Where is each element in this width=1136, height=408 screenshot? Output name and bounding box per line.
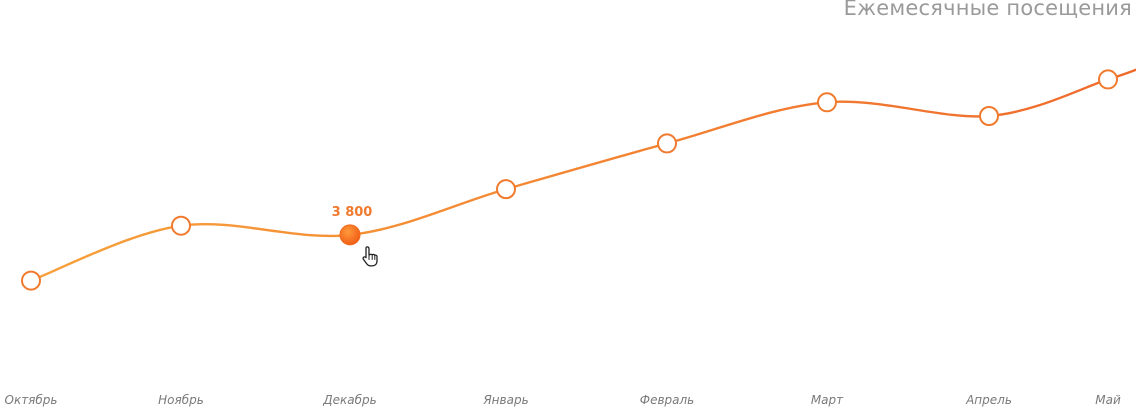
- series-line: [29, 68, 1136, 282]
- data-point[interactable]: [979, 106, 999, 126]
- data-point[interactable]: [657, 133, 677, 154]
- data-point[interactable]: [21, 270, 41, 291]
- chart-title: Ежемесячные посещения: [843, 0, 1132, 20]
- data-point[interactable]: [1098, 69, 1118, 90]
- data-label-highlighted: 3 800: [332, 205, 373, 220]
- hand-cursor-icon: [362, 246, 378, 267]
- x-tick-label: Январь: [482, 393, 528, 407]
- data-point-highlighted[interactable]: [339, 224, 361, 246]
- x-axis-ticks: Октябрь Ноябрь Декабрь Январь Февраль Март Апр…: [5, 393, 1121, 407]
- x-tick-label: Май: [1095, 393, 1121, 407]
- x-tick-label: Февраль: [640, 393, 695, 407]
- data-labels: 3 800: [332, 205, 373, 220]
- data-point[interactable]: [171, 215, 191, 236]
- data-point[interactable]: [817, 92, 837, 113]
- x-tick-label: Март: [811, 393, 844, 407]
- x-tick-label: Апрель: [965, 393, 1012, 407]
- data-point[interactable]: [496, 179, 516, 200]
- x-tick-label: Ноябрь: [158, 393, 204, 407]
- x-tick-label: Декабрь: [322, 393, 376, 407]
- data-points: [21, 69, 1118, 291]
- droplines: [30, 89, 1109, 378]
- x-tick-label: Октябрь: [5, 393, 58, 407]
